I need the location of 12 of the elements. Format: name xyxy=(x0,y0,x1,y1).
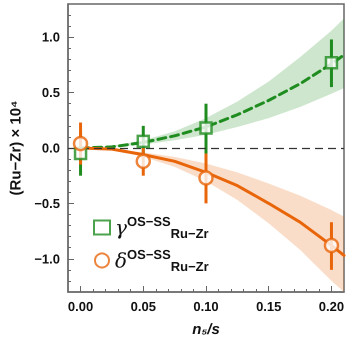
x-tick-label: 0.15 xyxy=(256,299,282,314)
y-axis-title: (Ru−Zr) × 10⁴ xyxy=(7,100,24,196)
x-tick-label: 0.20 xyxy=(318,299,344,314)
x-axis-title: n₅/s xyxy=(192,321,220,338)
y-tick-label: −0.5 xyxy=(34,196,60,211)
y-tick-label: −1.0 xyxy=(34,251,60,266)
x-tick-label: 0.05 xyxy=(130,299,156,314)
y-tick-label: 0.5 xyxy=(42,85,60,100)
x-tick-label: 0.10 xyxy=(193,299,219,314)
y-tick-label: 1.0 xyxy=(42,30,60,45)
y-tick-label: 0.0 xyxy=(42,140,60,156)
x-tick-label: 0.00 xyxy=(68,299,94,314)
